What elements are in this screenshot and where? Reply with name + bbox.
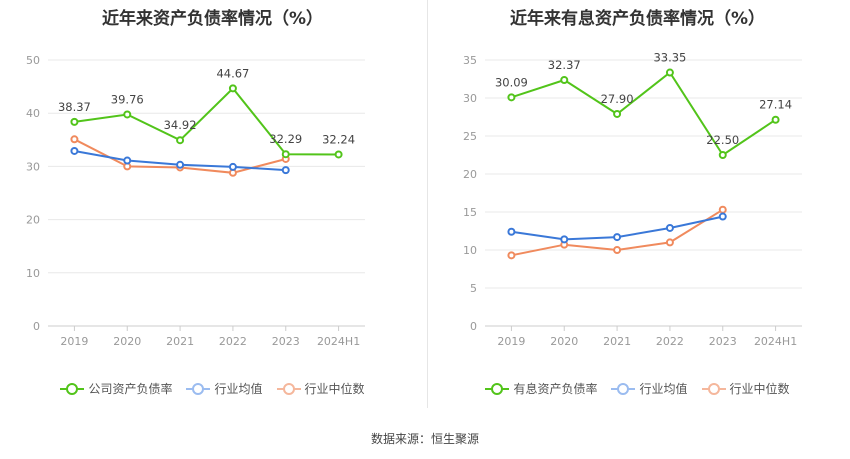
legend-label: 公司资产负债率	[88, 382, 173, 396]
y-tick-label: 40	[26, 107, 40, 120]
data-point	[281, 150, 290, 159]
data-point	[70, 146, 79, 155]
data-label: 27.90	[601, 92, 634, 106]
chart-title: 近年来资产负债率情况（%）	[101, 9, 324, 29]
data-point	[507, 93, 516, 102]
legend-item-industry-mean[interactable]: 行业均值	[186, 380, 263, 397]
data-label: 32.24	[322, 132, 355, 146]
chart-legend: 公司资产负债率 行业均值 行业中位数	[0, 380, 425, 397]
y-tick-label: 20	[26, 214, 40, 227]
x-tick-label: 2022	[656, 335, 684, 348]
data-point	[123, 110, 132, 119]
legend-label: 行业中位数	[304, 382, 365, 396]
data-label: 38.37	[58, 100, 91, 114]
x-tick-label: 2022	[219, 335, 247, 348]
data-label: 32.29	[269, 132, 302, 146]
x-tick-label: 2024H1	[317, 335, 360, 348]
y-tick-label: 50	[26, 54, 40, 67]
chart-panel-interest-bearing: 近年来有息资产负债率情况（%） 0 5 10 15 20 25 30 35 2019 2020 20…	[425, 0, 850, 420]
data-point	[665, 68, 674, 77]
y-tick-label: 25	[463, 130, 477, 143]
legend-item-industry-median[interactable]: 行业中位数	[276, 380, 365, 397]
data-label: 27.14	[759, 98, 792, 112]
x-tick-label: 2019	[497, 335, 525, 348]
legend-label: 行业中位数	[729, 382, 790, 396]
y-tick-label: 0	[470, 320, 477, 333]
x-tick-label: 2021	[603, 335, 631, 348]
legend-item-industry-mean[interactable]: 行业均值	[611, 380, 688, 397]
legend-line-icon	[186, 382, 211, 395]
x-tick-label: 2019	[60, 335, 88, 348]
series-line	[74, 86, 339, 156]
x-tick-label: 2021	[166, 335, 194, 348]
data-point	[718, 205, 727, 214]
data-source-note: 数据来源：恒生聚源	[370, 432, 479, 446]
data-point	[176, 160, 185, 169]
data-point	[613, 233, 622, 242]
data-point	[228, 162, 237, 171]
legend-line-icon	[60, 382, 85, 395]
legend-item-company[interactable]: 公司资产负债率	[60, 380, 172, 397]
line-chart: 0 10 20 30 40 50 2019 2020 2021 2022 2023 2024H1 38.…	[26, 54, 365, 348]
x-tick-label: 2020	[550, 335, 578, 348]
data-label: 34.92	[164, 118, 197, 132]
data-point	[123, 156, 132, 165]
legend-label: 有息资产负债率	[513, 382, 598, 396]
panel-divider	[427, 0, 428, 408]
data-point	[70, 135, 79, 144]
data-point	[665, 238, 674, 247]
data-point	[560, 235, 569, 244]
data-label: 33.35	[653, 51, 686, 65]
data-point	[70, 117, 79, 126]
data-label: 44.67	[216, 66, 249, 80]
data-point	[560, 75, 569, 84]
y-tick-label: 30	[463, 92, 477, 105]
legend-line-icon	[276, 382, 301, 395]
data-label: 30.09	[495, 75, 528, 89]
data-point	[665, 223, 674, 232]
data-point	[507, 251, 516, 260]
data-point	[176, 136, 185, 145]
data-label: 32.37	[548, 58, 581, 72]
legend-item-company[interactable]: 有息资产负债率	[485, 380, 597, 397]
data-point	[507, 227, 516, 236]
data-point	[334, 150, 343, 159]
x-tick-label: 2024H1	[754, 335, 797, 348]
data-point	[718, 151, 727, 159]
y-tick-label: 15	[463, 206, 477, 219]
y-tick-label: 10	[463, 244, 477, 257]
data-point	[613, 109, 622, 118]
legend-label: 行业均值	[214, 382, 263, 396]
legend-item-industry-median[interactable]: 行业中位数	[701, 380, 790, 397]
data-point	[228, 84, 237, 93]
y-tick-label: 35	[463, 54, 477, 67]
y-tick-label: 30	[26, 160, 40, 173]
y-tick-label: 20	[463, 168, 477, 181]
data-point	[771, 115, 780, 124]
data-label: 39.76	[111, 92, 144, 106]
y-tick-label: 0	[33, 320, 40, 333]
data-point	[718, 212, 727, 221]
series-line	[511, 71, 777, 157]
data-point	[281, 166, 290, 175]
chart-legend: 有息资产负债率 行业均值 行业中位数	[425, 380, 850, 397]
x-tick-label: 2020	[113, 335, 141, 348]
x-tick-label: 2023	[709, 335, 737, 348]
y-tick-label: 5	[470, 282, 477, 295]
legend-line-icon	[701, 382, 726, 395]
legend-label: 行业均值	[639, 382, 688, 396]
legend-line-icon	[485, 382, 510, 395]
data-label: 22.50	[706, 133, 739, 147]
data-point	[613, 246, 622, 254]
legend-line-icon	[611, 382, 636, 395]
x-tick-label: 2023	[272, 335, 300, 348]
line-chart: 0 5 10 15 20 25 30 35 2019 2020 2021 2022 2023 2024H1…	[463, 51, 802, 348]
y-tick-label: 10	[26, 267, 40, 280]
chart-title: 近年来有息资产负债率情况（%）	[509, 9, 766, 29]
chart-panel-asset-liability: 近年来资产负债率情况（%） 0 10 20 30 40 50 2019 2020 2021 202…	[0, 0, 425, 420]
